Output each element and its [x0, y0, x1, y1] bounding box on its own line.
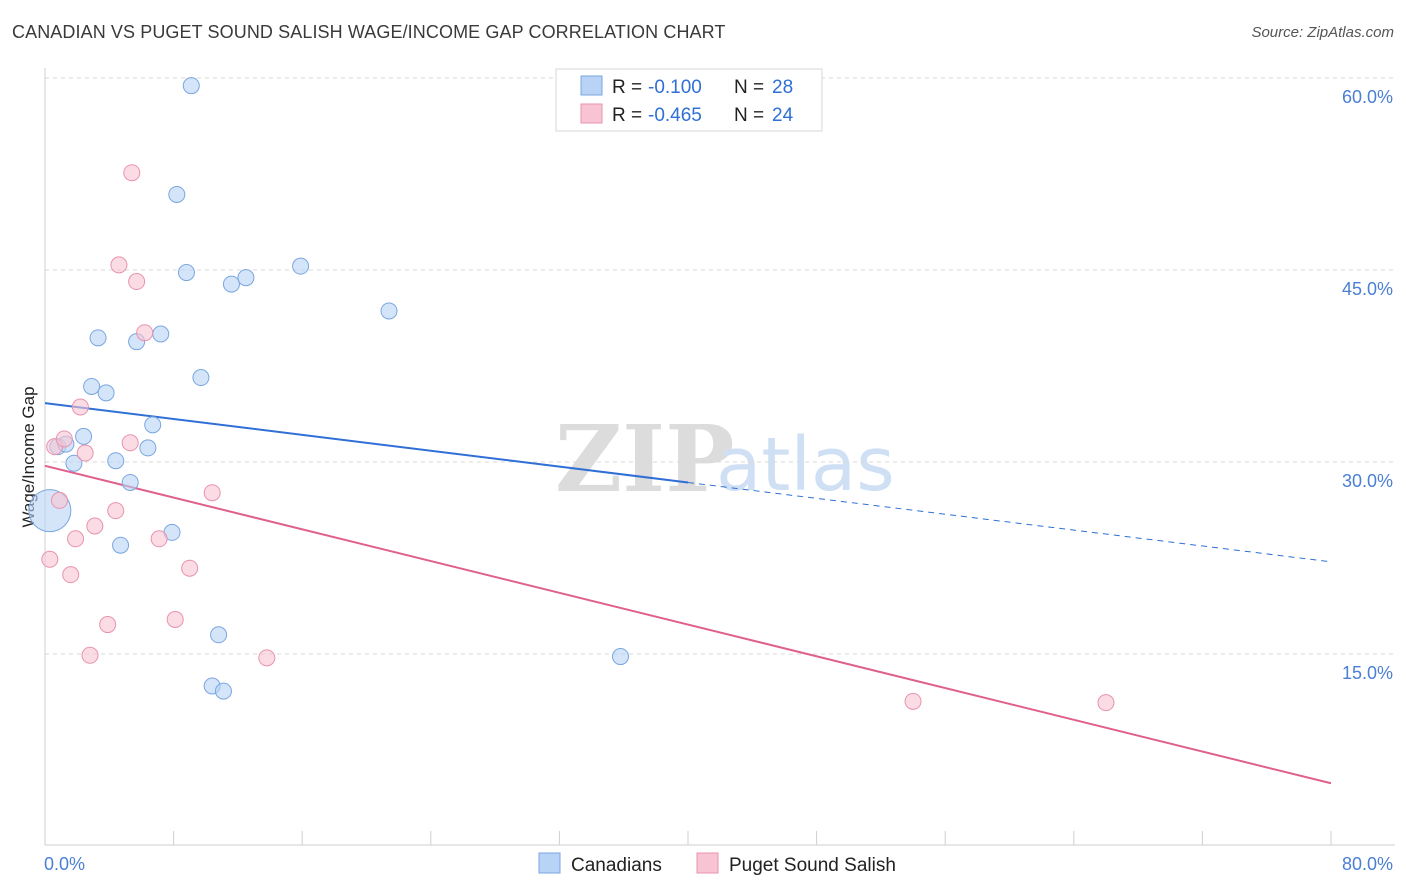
- data-point-salish-9: [86, 517, 104, 535]
- legend-swatch-canadians: [580, 75, 603, 96]
- data-point-salish-13: [121, 434, 139, 452]
- data-point-canadians-18: [182, 77, 200, 95]
- legend-r-value-canadians: -0.100: [648, 77, 702, 98]
- data-point-salish-11: [110, 256, 128, 274]
- data-point-canadians-9: [112, 536, 130, 554]
- legend-n-label-salish: N =: [734, 105, 764, 126]
- data-point-salish-5: [67, 530, 85, 548]
- data-point-canadians-26: [380, 302, 398, 320]
- trend-line-canadians: [44, 402, 689, 484]
- data-point-canadians-14: [152, 325, 170, 343]
- series-legend-label-canadians: Canadians: [571, 855, 662, 876]
- legend-n-value-canadians: 28: [772, 77, 793, 98]
- data-point-canadians-7: [97, 384, 115, 402]
- data-point-canadians-5: [83, 377, 101, 395]
- data-point-salish-14: [123, 164, 141, 182]
- legend-n-label-canadians: N =: [734, 77, 764, 98]
- y-tick-label-0: 15.0%: [1342, 663, 1393, 683]
- watermark-atlas: atlas: [716, 422, 895, 508]
- data-point-canadians-27: [611, 648, 629, 666]
- data-point-canadians-17: [177, 264, 195, 282]
- trend-lines: [44, 402, 1332, 785]
- data-point-salish-21: [258, 649, 276, 667]
- legend-swatch-salish: [580, 103, 603, 124]
- stats-legend: R = -0.100 N = 28 R = -0.465 N = 24: [555, 68, 823, 132]
- legend-r-label-salish: R =: [612, 105, 642, 126]
- axes: [44, 68, 1395, 846]
- data-point-canadians-3: [65, 454, 83, 472]
- y-axis-label: Wage/Income Gap: [19, 386, 38, 527]
- x-axis-ticks: [173, 831, 1332, 845]
- data-point-salish-7: [76, 444, 94, 462]
- x-tick-label-0: 0.0%: [44, 854, 85, 874]
- data-point-salish-19: [181, 559, 199, 577]
- grid-lines: [45, 77, 1395, 655]
- data-point-canadians-16: [168, 185, 186, 203]
- data-point-salish-20: [203, 484, 221, 502]
- data-point-canadians-23: [222, 275, 240, 293]
- data-point-salish-4: [62, 566, 80, 584]
- data-point-canadians-19: [192, 369, 210, 387]
- data-point-canadians-4: [75, 427, 93, 445]
- data-point-salish-22: [904, 692, 922, 710]
- legend-r-value-salish: -0.465: [648, 105, 702, 126]
- source-credit: Source: ZipAtlas.com: [1251, 24, 1394, 41]
- data-point-canadians-25: [292, 257, 310, 275]
- watermark-zip: ZIP: [555, 405, 734, 513]
- y-tick-label-3: 60.0%: [1342, 87, 1393, 107]
- series-legend: Canadians Puget Sound Salish: [538, 852, 896, 876]
- trend-line-salish: [44, 464, 1332, 785]
- data-point-canadians-8: [107, 452, 125, 470]
- series-legend-swatch-salish: [696, 852, 719, 874]
- y-tick-label-1: 30.0%: [1342, 471, 1393, 491]
- y-tick-label-2: 45.0%: [1342, 279, 1393, 299]
- series-legend-swatch-canadians: [538, 852, 561, 874]
- trend-line-canadians-extension: [687, 481, 1332, 563]
- data-point-canadians-13: [144, 416, 162, 434]
- chart-title: CANADIAN VS PUGET SOUND SALISH WAGE/INCO…: [12, 22, 726, 42]
- data-point-canadians-22: [214, 682, 232, 700]
- data-point-salish-6: [71, 398, 89, 416]
- data-point-salish-23: [1097, 694, 1115, 712]
- data-point-salish-2: [50, 491, 68, 509]
- data-point-salish-15: [128, 273, 146, 291]
- x-axis-tick-labels: 0.0% 80.0%: [44, 854, 1393, 874]
- data-point-canadians-21: [210, 626, 228, 644]
- data-point-salish-8: [81, 646, 99, 664]
- data-point-salish-3: [55, 430, 73, 448]
- data-point-salish-16: [136, 324, 154, 342]
- data-point-salish-17: [150, 530, 168, 548]
- legend-n-value-salish: 24: [772, 105, 794, 126]
- legend-r-label-canadians: R =: [612, 77, 642, 98]
- data-point-salish-18: [166, 610, 184, 628]
- watermark: ZIP atlas: [555, 405, 895, 513]
- series-legend-label-salish: Puget Sound Salish: [729, 855, 896, 876]
- y-axis-tick-labels: 15.0% 30.0% 45.0% 60.0%: [1342, 87, 1393, 683]
- data-point-salish-12: [107, 502, 125, 520]
- data-points: [28, 77, 1115, 712]
- x-tick-label-1: 80.0%: [1342, 854, 1393, 874]
- data-point-salish-10: [99, 616, 117, 634]
- data-point-salish-0: [41, 550, 59, 568]
- data-point-canadians-12: [139, 439, 157, 457]
- data-point-canadians-24: [237, 269, 255, 287]
- data-point-canadians-6: [89, 329, 107, 347]
- data-point-canadians-10: [121, 473, 139, 491]
